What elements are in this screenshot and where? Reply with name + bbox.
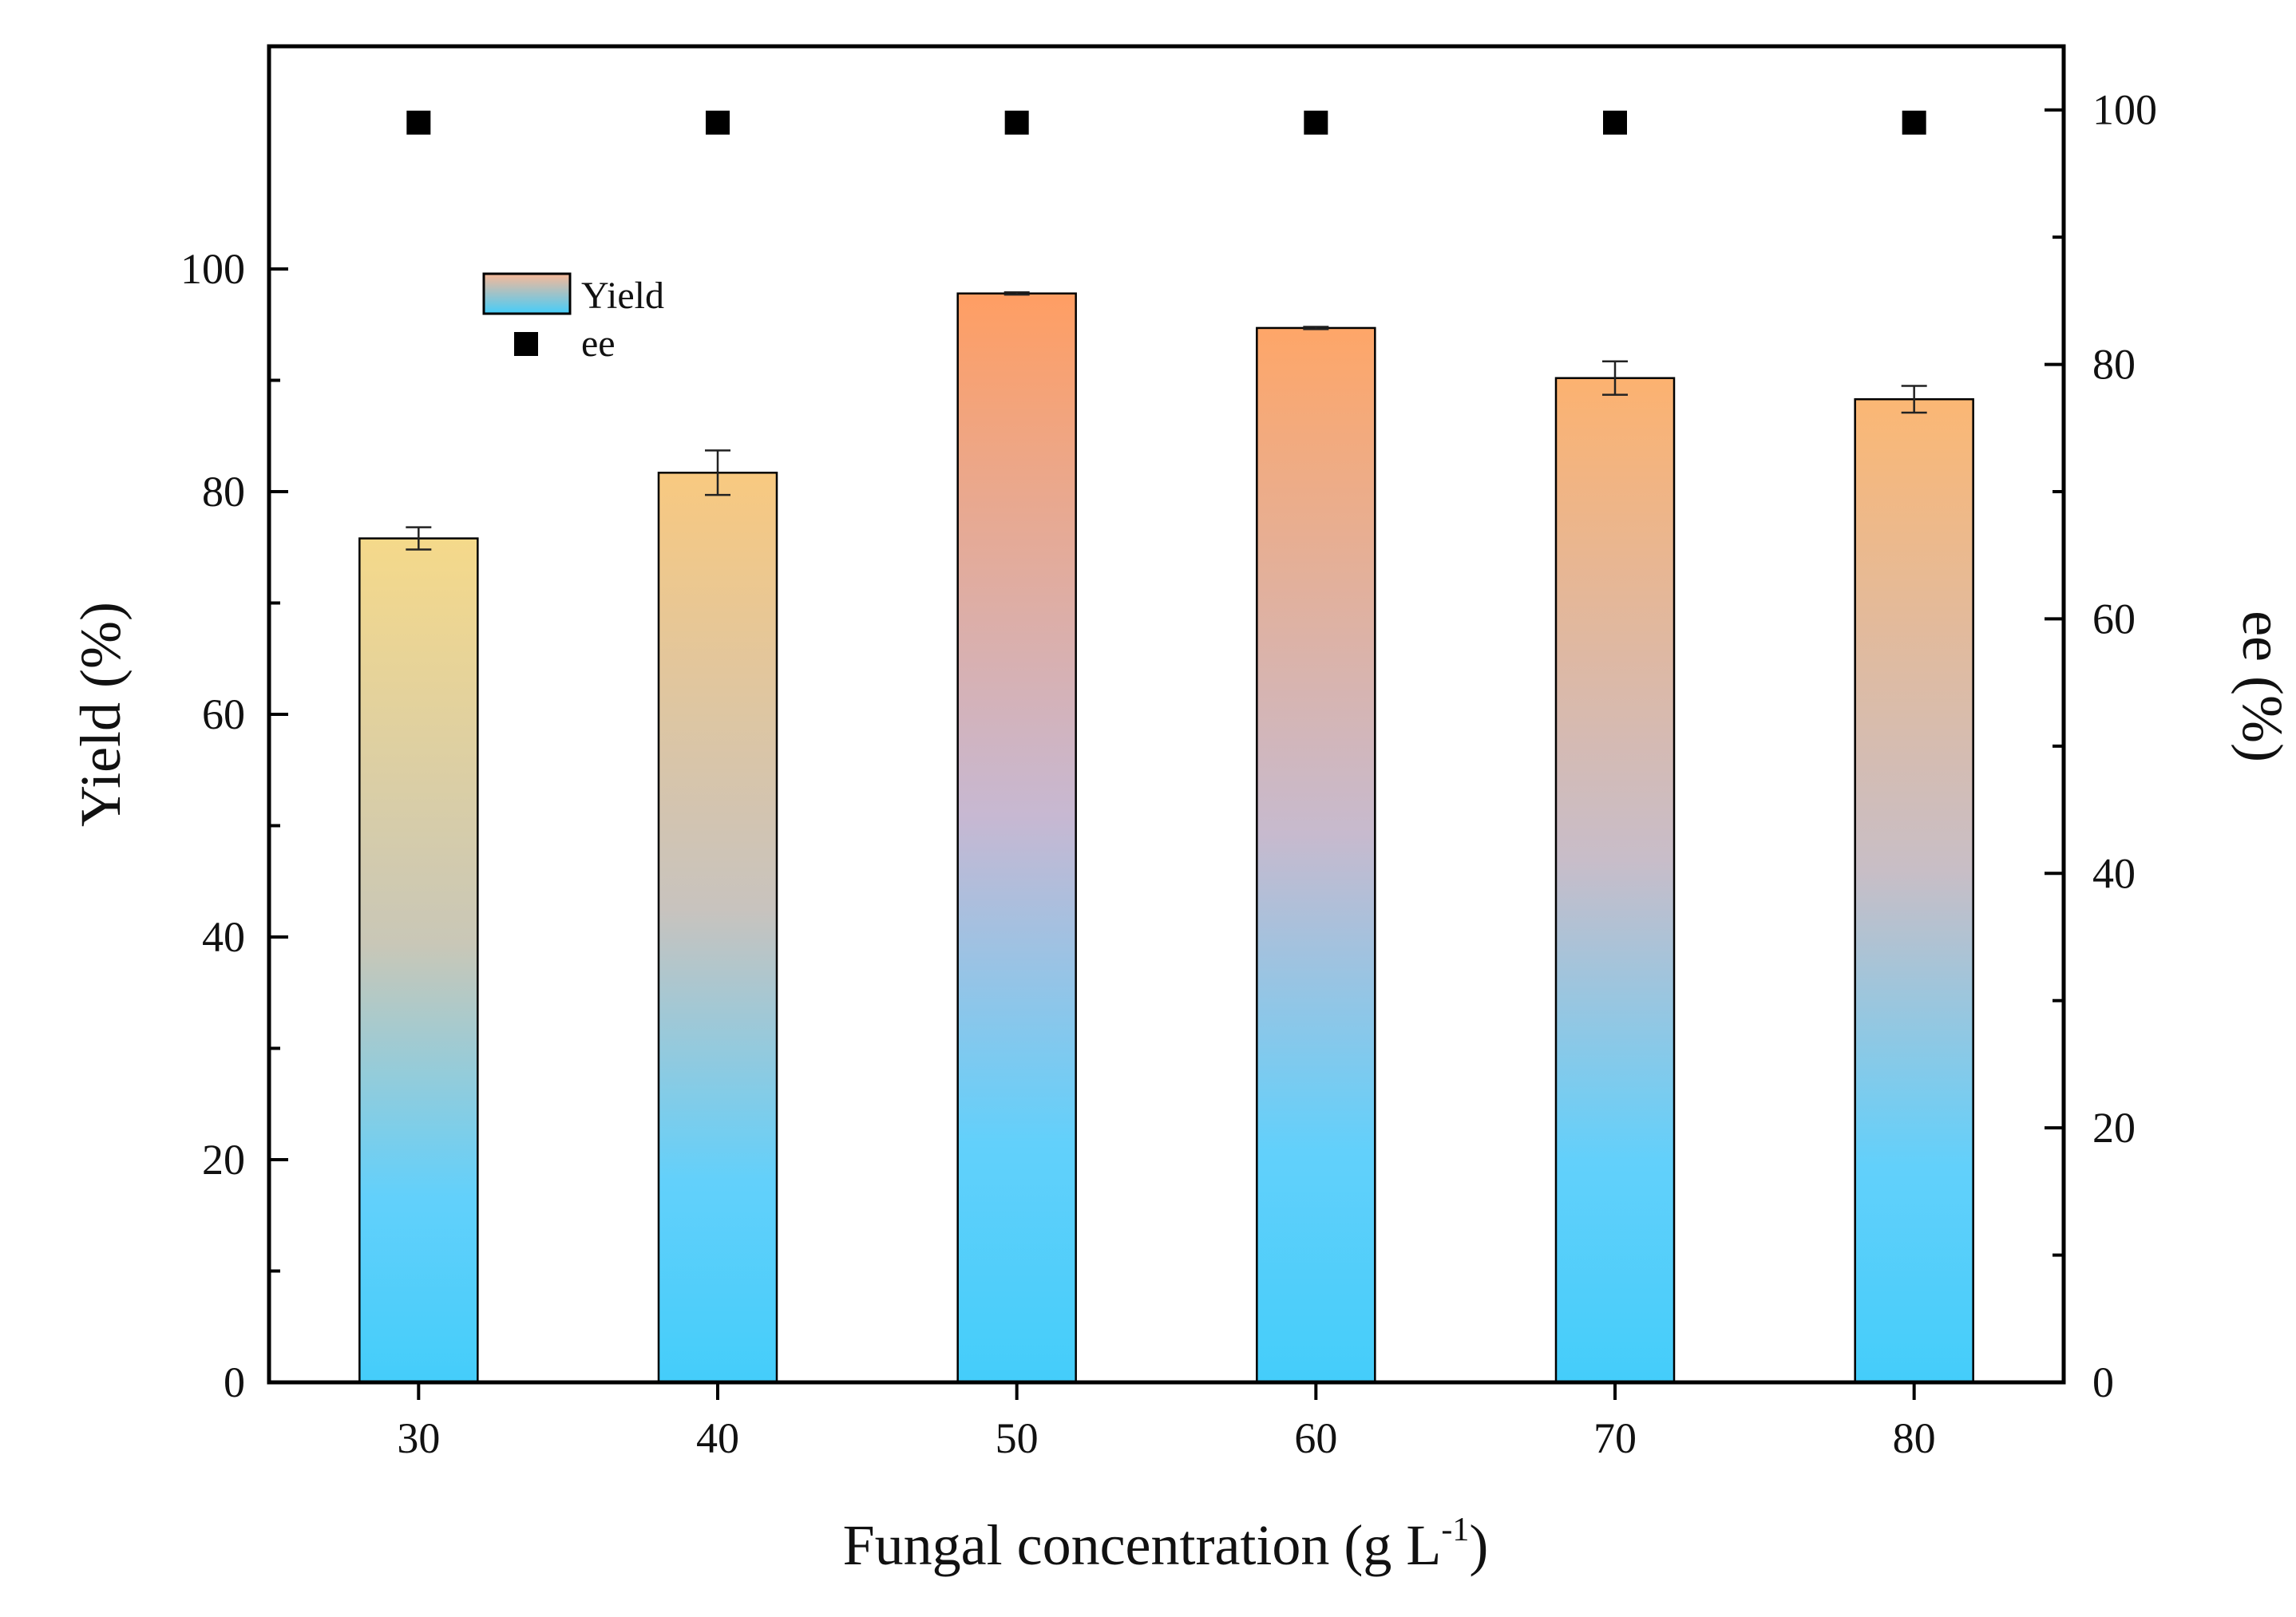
x-tick-label-40: 40 <box>696 1414 739 1462</box>
x-axis-title-suffix: ) <box>1469 1513 1488 1577</box>
marker-ee-50 <box>1004 110 1029 135</box>
error-bar-70 <box>1602 360 1628 396</box>
error-bar-40 <box>705 449 730 496</box>
y-axis-right: 0 20 40 60 80 100 <box>2045 86 2157 1406</box>
y-left-tick-label-40: 40 <box>202 913 245 961</box>
y-right-tick-label-40: 40 <box>2092 849 2136 897</box>
y-right-tick-label-20: 20 <box>2092 1104 2136 1152</box>
bar-yield-70 <box>1554 377 1676 1384</box>
y-right-tick-label-100: 100 <box>2092 86 2157 134</box>
marker-ee-40 <box>706 110 730 135</box>
error-bar-60 <box>1303 326 1329 330</box>
bar-yield-50 <box>956 292 1077 1384</box>
x-tick-label-30: 30 <box>397 1414 440 1462</box>
x-axis-title: Fungal concentration (g L-1) <box>843 1512 1489 1577</box>
x-tick-label-50: 50 <box>996 1414 1039 1462</box>
y-left-tick-label-80: 80 <box>202 468 245 516</box>
x-tick-label-60: 60 <box>1294 1414 1337 1462</box>
y-left-tick-label-0: 0 <box>224 1358 245 1406</box>
y-left-tick-label-20: 20 <box>202 1136 245 1184</box>
scatter-series-ee <box>406 110 1926 135</box>
legend-marker-ee <box>514 332 538 356</box>
y-axis-left: 0 20 40 60 80 100 <box>180 245 288 1406</box>
bar-yield-80 <box>1854 397 1974 1384</box>
bar-series-yield <box>358 292 1974 1384</box>
y-axis-left-title: Yield (%) <box>69 602 133 827</box>
y-right-tick-label-0: 0 <box>2092 1358 2114 1406</box>
x-axis: 30 40 50 60 70 80 <box>397 1382 1936 1462</box>
legend-swatch-yield <box>482 272 572 315</box>
y-right-tick-label-60: 60 <box>2092 595 2136 642</box>
y-axis-right-title: ee (%) <box>2231 611 2294 762</box>
plot-frame <box>267 44 2066 1385</box>
y-left-tick-label-60: 60 <box>202 690 245 738</box>
legend: Yield ee <box>482 272 664 365</box>
bar-yield-60 <box>1256 326 1376 1384</box>
x-axis-title-superscript: -1 <box>1441 1512 1469 1548</box>
error-bar-80 <box>1901 385 1927 414</box>
error-bar-50 <box>1004 291 1030 296</box>
bar-yield-40 <box>657 472 778 1384</box>
y-left-tick-label-100: 100 <box>180 245 245 293</box>
bar-yield-30 <box>358 537 479 1384</box>
error-bars <box>406 291 1927 551</box>
x-tick-label-80: 80 <box>1893 1414 1936 1462</box>
x-axis-title-main: Fungal concentration (g L <box>843 1513 1442 1577</box>
x-tick-label-70: 70 <box>1593 1414 1637 1462</box>
legend-label-yield: Yield <box>581 275 664 317</box>
marker-ee-70 <box>1603 110 1627 135</box>
error-bar-30 <box>406 526 432 551</box>
legend-label-ee: ee <box>581 322 616 365</box>
marker-ee-30 <box>406 110 431 135</box>
y-right-tick-label-80: 80 <box>2092 341 2136 389</box>
marker-ee-80 <box>1902 110 1926 135</box>
marker-ee-60 <box>1304 110 1328 135</box>
